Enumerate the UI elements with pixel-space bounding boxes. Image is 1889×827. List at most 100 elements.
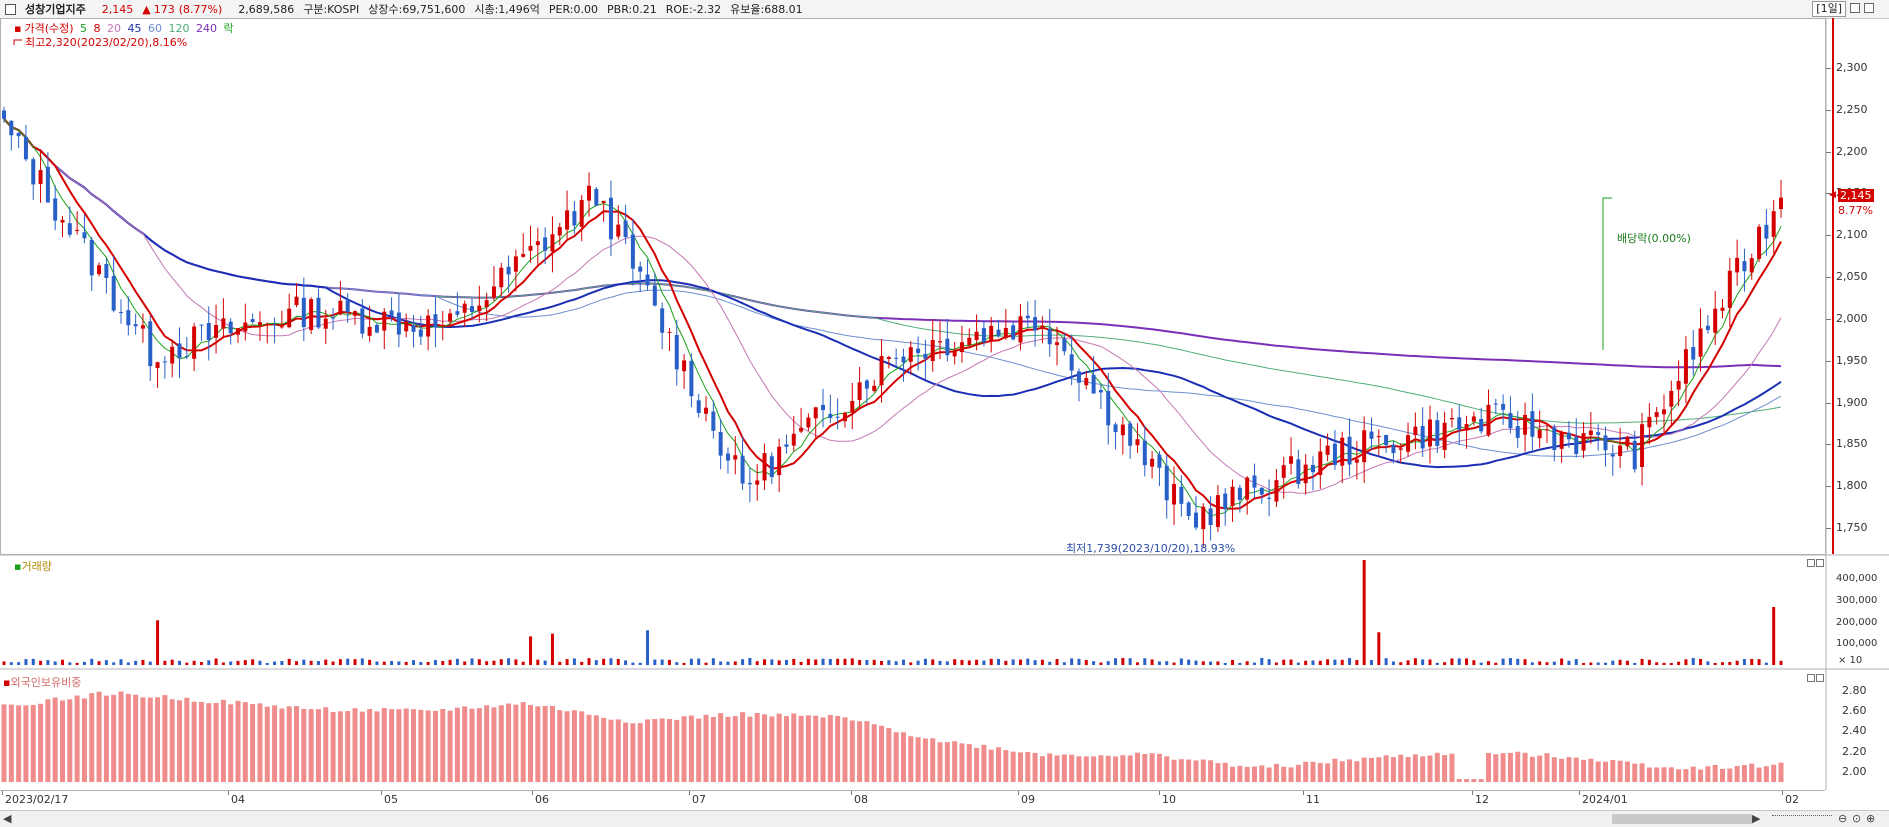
volume-bar [726, 661, 730, 665]
foreign-ownership-bar [147, 697, 153, 782]
candle-body [206, 323, 211, 341]
foreign-ownership-bar [454, 707, 460, 782]
candle-body [301, 297, 306, 328]
foreign-ownership-bar [1632, 763, 1638, 782]
ma240-legend[interactable]: 240 [196, 22, 218, 35]
volume-bar [1223, 662, 1227, 665]
foreign-ownership-bar [1566, 757, 1572, 782]
volume-bar [499, 659, 503, 665]
zoom-reset-icon[interactable]: ⊙ [1852, 812, 1862, 825]
candle-body [711, 411, 716, 431]
volume-bar [1706, 661, 1710, 665]
change-percent: (8.77%) [178, 2, 223, 16]
foreign-ownership-bar [198, 701, 204, 782]
volume-bar [1165, 661, 1169, 665]
volume-legend-marker: ▪ [14, 560, 22, 573]
candle-body [1508, 413, 1513, 429]
foreign-ownership-bar [1347, 759, 1353, 782]
ex-dividend-legend[interactable]: 락 [223, 22, 234, 35]
candle-body [170, 346, 175, 364]
foreign-panel-label[interactable]: ▪외국인보유비중 [3, 674, 81, 690]
panel-close-icon[interactable] [1816, 674, 1824, 682]
volume-bar [485, 661, 489, 665]
volume-bar [1406, 660, 1410, 665]
volume-bar [360, 658, 364, 665]
candle-body [608, 197, 613, 240]
foreign-ownership-bar [1266, 767, 1272, 782]
stock-chart-canvas[interactable] [0, 18, 1889, 790]
foreign-ownership-bar [1230, 766, 1236, 782]
volume-panel-label[interactable]: ▪거래량 [14, 558, 52, 574]
foreign-ownership-bar [1017, 752, 1023, 782]
candle-body [353, 311, 358, 316]
candle-body [1164, 465, 1169, 501]
foreign-ownership-bar [1646, 767, 1652, 782]
foreign-ownership-bar [535, 706, 541, 782]
ma20-legend[interactable]: 20 [107, 22, 122, 35]
zoom-slider[interactable] [1772, 815, 1832, 824]
price-tick-label: 1,800 [1836, 479, 1868, 493]
panel-minimize-icon[interactable] [1807, 559, 1815, 567]
candle-body [974, 331, 979, 341]
candle-body [1449, 417, 1454, 420]
ma45-legend[interactable]: 45 [127, 22, 142, 35]
foreign-ownership-bar [1559, 758, 1565, 782]
volume-bar [638, 662, 642, 665]
volume-bar [975, 659, 979, 665]
candle-body [784, 444, 789, 447]
candle-body [294, 296, 299, 306]
ma5-legend[interactable]: 5 [80, 22, 88, 35]
scroll-left-icon[interactable]: ◀ [3, 812, 12, 825]
foreign-ownership-bar [659, 718, 665, 782]
moving-average-lines [3, 118, 1782, 517]
chart-scrollbar[interactable]: ◀ ▶ ⊖ ⊙ ⊕ [0, 810, 1889, 827]
ma60-legend[interactable]: 60 [148, 22, 163, 35]
foreign-tick-label: 2.80 [1842, 684, 1867, 697]
volume-bar [309, 660, 313, 665]
foreign-ownership-bar [462, 706, 468, 782]
candle-body [1464, 424, 1469, 431]
price-tick-mark [1826, 528, 1831, 529]
candle-body [1515, 426, 1520, 438]
panel-close-icon[interactable] [1816, 559, 1824, 567]
ma120-line [3, 118, 1782, 424]
foreign-ownership-bar [30, 704, 36, 782]
foreign-ownership-bar [1537, 755, 1543, 782]
volume-bar [346, 658, 350, 665]
volume-tick-label: 200,000 [1836, 617, 1878, 628]
zoom-in-icon[interactable]: ⊕ [1866, 812, 1876, 825]
foreign-panel-buttons[interactable] [1806, 672, 1824, 682]
candle-body [638, 266, 643, 272]
scroll-right-icon[interactable]: ▶ [1752, 812, 1761, 825]
volume-bar [550, 633, 554, 665]
volume-bar [1340, 659, 1344, 665]
candle-body [155, 362, 160, 368]
foreign-ownership-bar [623, 722, 629, 782]
foreign-ownership-bar [871, 724, 877, 782]
date-tick-mark [851, 791, 852, 795]
foreign-ownership-bar [1383, 755, 1389, 782]
stock-name[interactable]: 성창기업지주 [25, 3, 86, 16]
volume-panel-buttons[interactable] [1806, 557, 1824, 567]
price-legend-label[interactable]: 가격(수정) [24, 22, 74, 35]
foreign-ownership-bar [330, 711, 336, 782]
candle-body [367, 326, 372, 336]
ma60-line [3, 118, 1782, 458]
volume-bar [221, 662, 225, 665]
volume-bar [1048, 661, 1052, 665]
ma120-legend[interactable]: 120 [168, 22, 190, 35]
scroll-thumb[interactable] [1612, 814, 1752, 824]
foreign-ownership-bar [944, 742, 950, 782]
close-icon[interactable] [1864, 3, 1874, 13]
select-checkbox[interactable] [5, 3, 16, 15]
candle-body [177, 343, 182, 358]
foreign-ownership-bar [688, 715, 694, 782]
date-tick-mark [228, 791, 229, 795]
zoom-out-icon[interactable]: ⊖ [1838, 812, 1848, 825]
candle-body [345, 300, 350, 313]
ma8-legend[interactable]: 8 [93, 22, 101, 35]
minimize-icon[interactable] [1850, 3, 1860, 13]
candle-body [1069, 354, 1074, 371]
period-selector[interactable]: [1일] [1812, 1, 1846, 17]
panel-minimize-icon[interactable] [1807, 674, 1815, 682]
